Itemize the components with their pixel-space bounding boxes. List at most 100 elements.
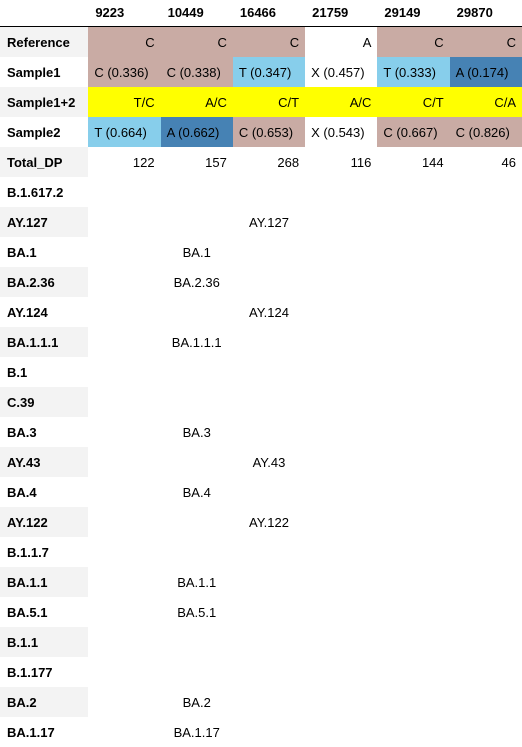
lineage-cell — [88, 297, 160, 327]
lineage-cell — [88, 537, 160, 567]
lineage-cell: BA.2.36 — [173, 274, 220, 290]
lineage-label: AY.122 — [0, 507, 89, 537]
sample1-plus-2-cell: A/C — [160, 87, 233, 117]
sample2-cell: C (0.826) — [449, 117, 522, 147]
lineage-cell — [305, 657, 377, 687]
lineage-cell — [377, 267, 449, 297]
position-header-29149: 29149 — [377, 0, 450, 27]
lineage-cell — [233, 357, 305, 387]
lineage-cell — [305, 207, 377, 237]
lineage-label: B.1.177 — [0, 657, 89, 687]
sample1-cell: C (0.338) — [160, 57, 233, 87]
position-header-10449: 10449 — [160, 0, 233, 27]
sample1-plus-2-cell: C/A — [449, 87, 522, 117]
lineage-cell — [377, 507, 449, 537]
lineage-cell — [377, 477, 449, 507]
position-header-29870: 29870 — [449, 0, 522, 27]
lineage-cell — [450, 717, 522, 747]
lineage-cell — [305, 237, 377, 267]
lineage-cell — [450, 357, 522, 387]
reference-cell: C — [377, 26, 450, 57]
lineage-cell — [377, 687, 449, 717]
lineage-label: B.1.1 — [0, 627, 89, 657]
position-header-21759: 21759 — [305, 0, 378, 27]
lineage-cell — [305, 507, 377, 537]
lineage-cell — [450, 627, 522, 657]
lineage-cell — [88, 507, 160, 537]
lineage-cell — [450, 327, 522, 357]
total-dp-cell: 46 — [501, 154, 516, 170]
lineage-cell — [450, 177, 522, 207]
reference-cell: C — [232, 26, 306, 57]
lineage-cell — [450, 567, 522, 597]
lineage-cell — [161, 357, 233, 387]
lineage-cell — [305, 477, 377, 507]
lineage-cell — [305, 567, 377, 597]
lineage-cell — [161, 297, 233, 327]
lineage-row: BA.1 BA.1 — [0, 237, 522, 267]
reference-cell: C — [88, 26, 161, 57]
lineage-cell — [233, 327, 305, 357]
lineage-cell — [88, 177, 160, 207]
lineage-cell — [305, 357, 377, 387]
total-dp-row: Total_DP 122 157 268 116 144 46 — [0, 147, 522, 177]
lineage-cell: BA.3 — [182, 424, 211, 440]
lineage-cell — [450, 597, 522, 627]
lineage-label: B.1 — [0, 357, 89, 387]
lineage-cell — [233, 597, 305, 627]
sample1-cell: X (0.457) — [305, 57, 378, 87]
total-dp-cell: 157 — [205, 154, 227, 170]
row-label: Reference — [0, 26, 89, 57]
total-dp-cell: 116 — [350, 154, 372, 170]
header-corner — [0, 0, 89, 27]
lineage-cell — [88, 357, 160, 387]
sample2-cell: A (0.662) — [160, 117, 233, 147]
sample2-cell: C (0.653) — [232, 117, 306, 147]
lineage-cell — [450, 687, 522, 717]
lineage-cell — [233, 417, 305, 447]
row-label: Total_DP — [0, 147, 89, 177]
lineage-row: B.1.1.7 — [0, 537, 522, 567]
lineage-row: BA.1.1.1 BA.1.1.1 — [0, 327, 522, 357]
lineage-row: B.1.1 — [0, 627, 522, 657]
lineage-cell — [233, 627, 305, 657]
lineage-cell — [233, 387, 305, 417]
lineage-cell — [450, 297, 522, 327]
lineage-row: BA.2.36 BA.2.36 — [0, 267, 522, 297]
lineage-cell — [233, 267, 305, 297]
lineage-cell — [88, 687, 160, 717]
lineage-cell — [305, 177, 377, 207]
lineage-cell — [377, 447, 449, 477]
lineage-cell — [88, 447, 160, 477]
lineage-cell: BA.1 — [182, 244, 211, 260]
lineage-cell — [88, 207, 160, 237]
lineage-label: AY.124 — [0, 297, 89, 327]
lineage-cell — [377, 237, 449, 267]
lineage-cell — [233, 687, 305, 717]
lineage-label: B.1.1.7 — [0, 537, 89, 567]
lineage-cell — [305, 267, 377, 297]
lineage-label: BA.1.17 — [0, 717, 89, 747]
lineage-cell — [305, 447, 377, 477]
lineage-label: BA.1.1 — [0, 567, 89, 597]
header-row: 9223 10449 16466 21759 29149 29870 — [0, 0, 522, 27]
sample1-cell: C (0.336) — [88, 57, 161, 87]
lineage-cell — [161, 627, 233, 657]
lineage-cell — [377, 357, 449, 387]
sample1-plus-2-cell: C/T — [377, 87, 450, 117]
lineage-label: BA.5.1 — [0, 597, 89, 627]
lineage-cell — [450, 657, 522, 687]
lineage-label: AY.43 — [0, 447, 89, 477]
lineage-cell — [450, 237, 522, 267]
lineage-cell — [450, 537, 522, 567]
lineage-cell — [305, 597, 377, 627]
lineage-cell — [233, 237, 305, 267]
lineage-cell — [88, 627, 160, 657]
lineage-cell — [88, 657, 160, 687]
lineage-row: BA.4 BA.4 — [0, 477, 522, 507]
lineage-label: C.39 — [0, 387, 89, 417]
lineage-cell: AY.43 — [252, 454, 286, 470]
lineage-cell — [88, 237, 160, 267]
lineage-cell — [305, 387, 377, 417]
